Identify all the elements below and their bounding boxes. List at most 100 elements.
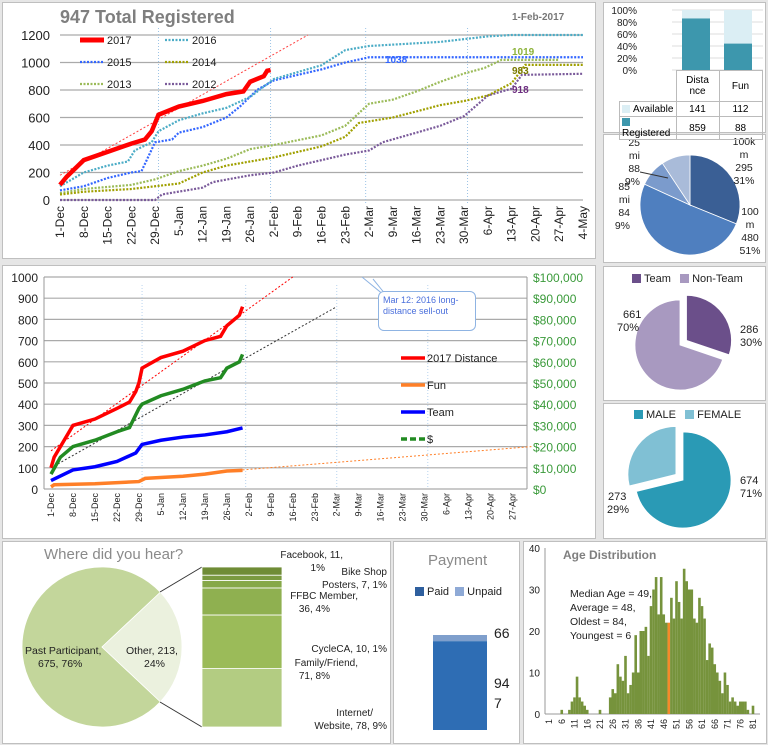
x-tick-label: 26-Jan [222,493,232,521]
age-bar [570,701,574,714]
age-bar [721,693,724,714]
age-bar [649,606,653,714]
end-label-2013: 1019 [512,47,535,58]
y-tick-label: 400 [28,138,50,153]
x-tick-label: 15-Dec [101,206,115,245]
y-tick-label: 200 [28,166,50,181]
slice-label: 25 [628,137,640,149]
slice-label: 88 [628,163,640,175]
slice-label: 9% [615,220,630,232]
legend-label-2013: 2013 [107,79,131,91]
slice-label: Past Participant, [25,645,101,657]
trendline [242,446,532,471]
age-bar [695,622,699,714]
x-tick-label: 27-Apr [552,206,566,242]
registered-fun: 88 [718,116,763,140]
age-bar [708,643,711,714]
series-line-2014 [59,63,583,196]
age-bar [690,589,694,714]
series-line-2015 [59,56,583,192]
breakdown-segment [201,668,283,728]
age-bar [583,705,586,714]
x-tick-label: 23-Mar [433,206,447,244]
slice-pct: 30% [740,337,762,349]
available-distance: 141 [675,101,720,117]
age-bar [575,676,579,714]
x-tick-label: 23-Mar [398,493,408,522]
slice-value: 675, 76% [38,658,82,670]
age-stat: Youngest = 6 [570,630,631,642]
x-tick-label: 26-Jan [243,206,257,243]
legend-paid: Paid [427,586,450,598]
x-tick-label: 2-Feb [244,493,254,517]
age-bar [624,655,627,714]
slice-label: m [746,219,755,231]
age-bar [705,660,709,714]
slice-value: 661 [623,309,641,321]
x-tick-label: 29-Dec [148,206,162,245]
x-tick-label: 9-Feb [291,206,305,238]
x-tick-label: 2-Mar [332,493,342,517]
x-tick-label: 71 [723,719,733,729]
age-bar [716,672,719,714]
x-tick-label: 81 [748,719,758,729]
breakdown-label: 1% [311,563,326,574]
series-line- [49,353,245,476]
x-tick-label: 1 [544,719,554,724]
x-tick-label: 5-Jan [156,493,166,516]
available-fun: 112 [718,101,763,117]
pie-slice-100m [639,183,737,256]
y-tick-label: 600 [18,356,38,370]
age-bar [631,672,635,714]
where-heard-title: Where did you hear? [44,546,184,563]
age-bar [611,689,615,714]
category-chart-panel [2,265,596,539]
y-tick-label: 1000 [11,271,38,285]
breakdown-segment [201,566,283,576]
breakdown-label: Posters, 7, 1% [322,580,387,591]
age-bar [738,701,742,714]
row-registered: Registered [622,128,671,139]
x-tick-label: 16-Mar [376,493,386,522]
age-bar [629,684,632,714]
breakdown-label: FFBC Member, [290,591,358,602]
age-bar [657,614,660,714]
x-tick-label: 13-Apr [505,206,519,242]
x-tick-label: 11 [570,719,580,728]
legend-swatch-available [622,104,630,113]
age-bar [616,664,620,714]
x-tick-label: 2-Feb [267,206,281,238]
breakdown-label: 36, 4% [299,604,330,615]
y-tick-label: 600 [28,111,50,126]
y2-tick-label: $50,000 [533,377,577,391]
x-tick-label: 16-Feb [315,206,329,244]
legend-unpaid: Unpaid [467,586,503,598]
age-bar [703,618,706,714]
slice-label: 31% [733,175,754,187]
x-tick-label: 23-Feb [310,493,320,522]
x-tick-label: 61 [697,719,707,729]
age-bar [741,701,745,714]
x-tick-label: 6-Apr [442,493,452,515]
payment-legend: Paid Unpaid [415,586,502,598]
x-tick-label: 8-Dec [77,206,91,238]
connector-line [159,566,203,593]
y-tick-label: 700 [18,335,38,349]
age-bar [677,601,681,714]
x-tick-label: 9-Mar [386,206,400,237]
y-tick-label: 500 [18,377,38,391]
pie-slice-male [635,431,732,529]
slice-pct: 70% [617,322,639,334]
x-tick-label: 41 [646,719,656,729]
x-tick-label: 12-Jan [196,206,210,243]
y-tick-label: 800 [28,83,50,98]
series-line-Fun [50,468,243,489]
age-bar [670,597,673,714]
y2-tick-label: $60,000 [533,356,577,370]
x-tick-label: 26 [608,719,618,729]
slice-label: 100 [741,206,759,218]
bar-unpaid [433,635,487,642]
x-tick-label: 19-Jan [219,206,233,243]
slice-label: mi [629,150,640,162]
